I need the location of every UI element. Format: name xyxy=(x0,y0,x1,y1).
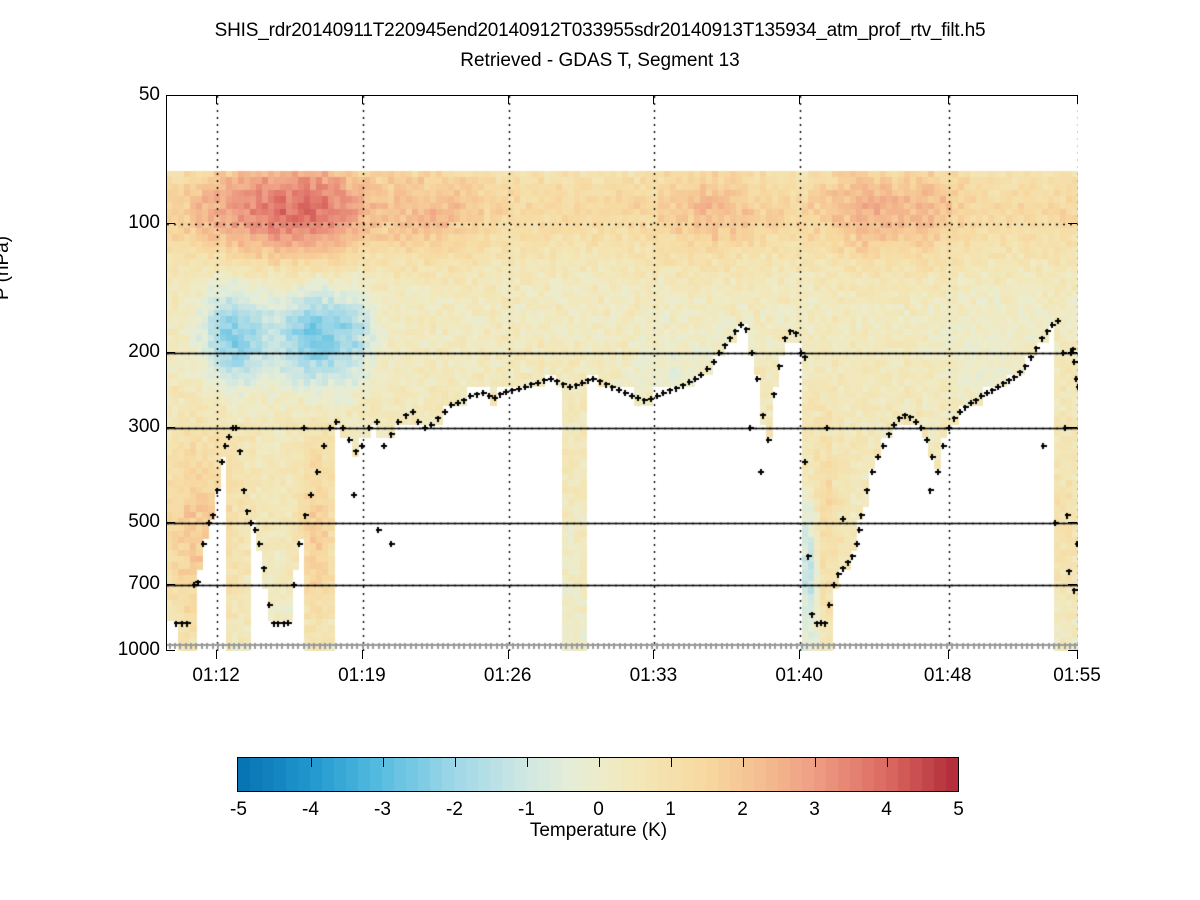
colorbar-tick-label: -3 xyxy=(374,799,391,820)
y-tick-mark xyxy=(166,521,175,523)
x-tick-mark xyxy=(507,95,509,104)
x-tick-mark xyxy=(361,95,363,104)
colorbar-tick-label: 1 xyxy=(665,799,676,820)
colorbar-tick-mark xyxy=(814,757,816,767)
colorbar-tick-mark xyxy=(886,757,888,767)
x-tick-label: 01:48 xyxy=(923,665,972,686)
y-tick-mark xyxy=(1068,351,1077,353)
x-tick-mark xyxy=(361,650,363,659)
cloud-top-scatter xyxy=(167,96,1078,651)
y-tick-label: 100 xyxy=(128,212,160,234)
x-tick-mark xyxy=(947,650,949,659)
x-tick-label: 01:33 xyxy=(629,665,678,686)
y-tick-mark xyxy=(166,583,175,585)
colorbar: -5 -4 -3 -2 -1 0 1 2 3 4 5 xyxy=(230,757,964,820)
y-tick-mark xyxy=(1068,650,1077,651)
y-axis-tick-labels: 50 100 200 300 500 700 1000 xyxy=(56,84,160,660)
colorbar-tick-label: -4 xyxy=(302,799,319,820)
y-tick-mark xyxy=(166,351,175,353)
y-tick-label: 700 xyxy=(128,572,160,594)
x-tick-label: 01:12 xyxy=(192,665,240,686)
x-tick-mark xyxy=(653,650,655,659)
colorbar-tick-mark xyxy=(742,757,744,767)
colorbar-tick-mark xyxy=(310,757,312,767)
y-tick-label: 300 xyxy=(128,415,160,437)
colorbar-tick-mark xyxy=(598,757,600,767)
x-tick-mark xyxy=(799,650,801,659)
colorbar-tick-label: 4 xyxy=(881,799,892,820)
y-tick-mark xyxy=(166,650,175,651)
x-tick-mark xyxy=(947,95,949,104)
colorbar-gradient xyxy=(237,757,959,792)
colorbar-tick-label: 3 xyxy=(809,799,820,820)
chart-subtitle: Retrieved - GDAS T, Segment 13 xyxy=(460,50,740,71)
y-tick-mark xyxy=(166,426,175,428)
y-tick-label: 500 xyxy=(128,510,160,532)
x-tick-mark xyxy=(1077,650,1078,659)
colorbar-tick-mark xyxy=(670,757,672,767)
y-tick-mark xyxy=(1068,583,1077,585)
x-tick-mark xyxy=(216,95,218,104)
colorbar-tick-label: 2 xyxy=(737,799,748,820)
x-tick-label: 01:19 xyxy=(338,665,386,686)
y-tick-mark xyxy=(166,95,175,96)
x-tick-label: 01:26 xyxy=(483,665,532,686)
x-tick-mark xyxy=(1077,95,1078,104)
y-tick-label: 1000 xyxy=(117,639,160,660)
page-title: SHIS_rdr20140911T220945end20140912T03395… xyxy=(214,20,986,41)
colorbar-tick-mark xyxy=(382,757,384,767)
colorbar-tick-label: -2 xyxy=(446,799,463,820)
x-tick-mark xyxy=(216,650,218,659)
colorbar-tick-label: -1 xyxy=(518,799,535,820)
colorbar-tick-mark xyxy=(454,757,456,767)
x-tick-mark xyxy=(507,650,509,659)
y-tick-mark xyxy=(1068,521,1077,523)
y-tick-mark xyxy=(166,223,175,225)
x-tick-label: 01:40 xyxy=(775,665,823,686)
y-tick-mark xyxy=(1068,95,1077,96)
x-tick-label: 01:55 xyxy=(1053,665,1101,686)
y-tick-mark xyxy=(1068,223,1077,225)
y-tick-label: 200 xyxy=(128,340,160,362)
chart-title-block: SHIS_rdr20140911T220945end20140912T03395… xyxy=(0,18,1200,74)
colorbar-tick-label: 0 xyxy=(593,799,604,820)
y-tick-mark xyxy=(1068,426,1077,428)
heatmap-plot-area xyxy=(166,95,1078,651)
colorbar-tick-mark xyxy=(526,757,528,767)
x-tick-mark xyxy=(653,95,655,104)
y-tick-label: 50 xyxy=(138,84,160,105)
colorbar-tick-label: -5 xyxy=(230,799,247,820)
colorbar-title: Temperature (K) xyxy=(529,820,668,841)
colorbar-tick-label: 5 xyxy=(953,799,964,820)
x-tick-mark xyxy=(799,95,801,104)
y-axis-title: P (hPa) xyxy=(0,235,13,300)
